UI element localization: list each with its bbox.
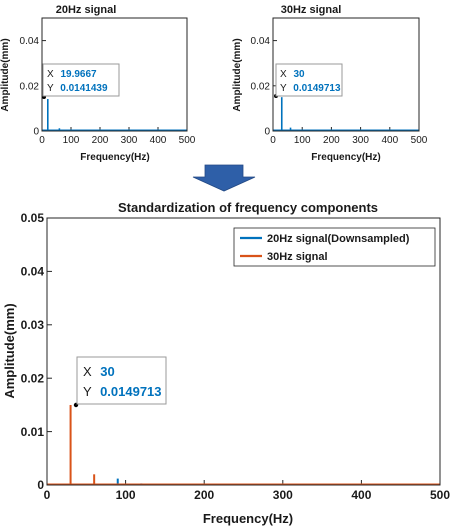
x-tick-label: 300 [352,135,369,146]
x-tick-label: 500 [179,135,196,146]
svg-text:Y 0.0149713: Y 0.0149713 [83,384,162,399]
datatip-y-value: 0.0141439 [60,83,108,94]
chart-30hz-xlabel: Frequency(Hz) [311,152,380,163]
y-tick-label: 0.01 [21,425,45,439]
y-tick-label: 0 [37,478,44,492]
chart-main-ylabel: Amplitude(mm) [2,303,17,398]
datatip-box [42,63,120,97]
x-tick-label: 100 [63,135,80,146]
chart-30hz-axes-box [272,17,420,132]
chart-main-legend: 20Hz signal(Downsampled) 30Hz signal [233,227,436,267]
datatip-y-key: Y [83,384,92,399]
y-tick-label: 0 [33,127,39,138]
x-tick-label: 0 [39,135,45,146]
chart-main-datatip[interactable]: X 30 Y 0.0149713 [73,356,167,408]
datatip-x-value: 19.9667 [60,69,97,80]
svg-text:X 30: X 30 [83,364,115,379]
datatip-x-value: 30 [293,69,305,80]
svg-text:X 19.9667: X 19.9667 [47,69,97,80]
datatip-y-value: 0.0149713 [100,384,161,399]
x-tick-label: 400 [381,135,398,146]
x-tick-label: 200 [323,135,340,146]
chart-standardization: Standardization of frequency components … [2,200,450,526]
svg-text:Y 0.0149713: Y 0.0149713 [280,83,341,94]
x-tick-label: 100 [294,135,311,146]
chart-main-axes-box [46,217,441,486]
x-tick-label: 500 [430,488,450,502]
y-tick-label: 0.05 [21,211,45,225]
y-tick-label: 0.04 [21,265,45,279]
datatip-box [76,356,167,405]
datatip-x-key: X [280,69,287,80]
y-tick-label: 0 [264,127,270,138]
x-tick-label: 0 [44,488,51,502]
chart-30hz-ylabel: Amplitude(mm) [232,38,243,111]
chart-20hz-xlabel: Frequency(Hz) [80,152,149,163]
y-tick-label: 0.02 [251,81,271,92]
y-tick-label: 0.04 [251,36,271,47]
x-tick-label: 200 [92,135,109,146]
chart-20hz: 20Hz signal 0 0.02 0.04 0 100 200 300 400 500 A… [0,4,196,163]
x-tick-label: 400 [351,488,371,502]
datatip-x-value: 30 [100,364,114,379]
datatip-x-key: X [83,364,92,379]
chart-30hz: 30Hz signal 0 0.02 0.04 0 100 200 300 400 500 A… [232,4,428,163]
chart-main-title: Standardization of frequency components [118,200,378,215]
x-tick-label: 100 [116,488,136,502]
chart-30hz-datatip[interactable]: X 30 Y 0.0149713 [274,63,343,98]
chart-20hz-datatip[interactable]: X 19.9667 Y 0.0141439 [42,63,120,99]
legend-label-20hz: 20Hz signal(Downsampled) [267,233,410,245]
x-tick-label: 300 [121,135,138,146]
x-tick-label: 500 [411,135,428,146]
y-tick-label: 0.02 [20,81,40,92]
chart-main-xlabel: Frequency(Hz) [203,511,293,526]
legend-label-30hz: 30Hz signal [267,251,328,263]
x-tick-label: 0 [270,135,276,146]
y-tick-label: 0.02 [21,371,45,385]
svg-text:X 30: X 30 [280,69,305,80]
x-tick-label: 200 [194,488,214,502]
chart-30hz-title: 30Hz signal [281,4,342,16]
chart-20hz-ylabel: Amplitude(mm) [0,38,11,111]
datatip-y-key: Y [280,83,287,94]
svg-text:Y 0.0141439: Y 0.0141439 [47,83,108,94]
datatip-y-key: Y [47,83,54,94]
chart-20hz-title: 20Hz signal [56,4,117,16]
y-tick-label: 0.03 [21,318,45,332]
chart-20hz-axes-box [41,17,188,132]
datatip-y-value: 0.0149713 [293,83,341,94]
down-arrow-icon [192,164,256,192]
x-tick-label: 400 [150,135,167,146]
datatip-x-key: X [47,69,54,80]
legend-box [233,227,436,267]
y-tick-label: 0.04 [20,36,40,47]
x-tick-label: 300 [273,488,293,502]
datatip-box [275,63,343,97]
